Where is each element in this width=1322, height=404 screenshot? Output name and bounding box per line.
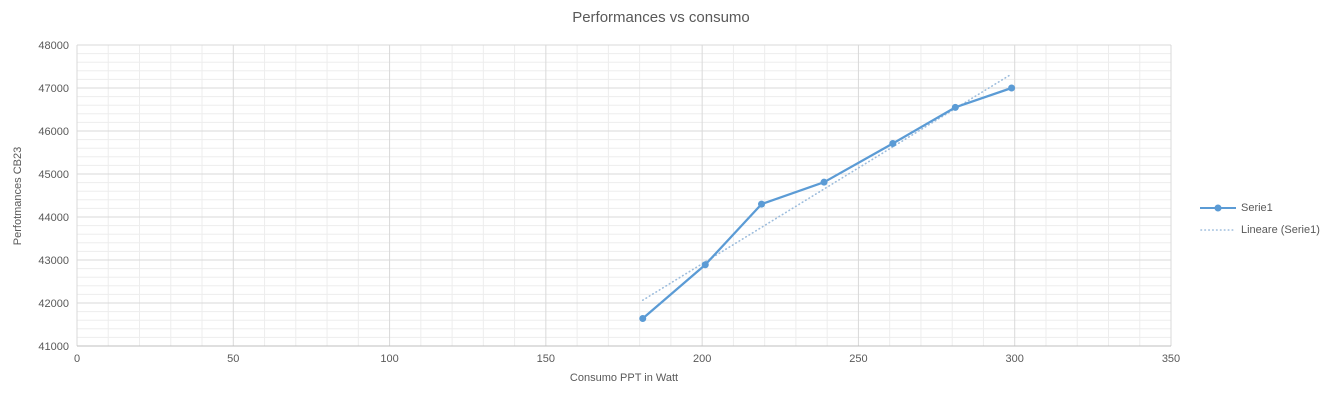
legend-dotted-line-sample-icon: [1200, 229, 1236, 231]
svg-text:47000: 47000: [38, 83, 69, 95]
chart-legend: Serie1 Lineare (Serie1): [1200, 197, 1320, 241]
svg-text:150: 150: [537, 353, 555, 365]
legend-item-serie1: Serie1: [1200, 197, 1320, 219]
svg-text:43000: 43000: [38, 255, 69, 267]
x-axis-title: Consumo PPT in Watt: [569, 372, 679, 384]
svg-text:200: 200: [693, 353, 711, 365]
svg-text:350: 350: [1162, 353, 1180, 365]
chart-title: Performances vs consumo: [572, 9, 750, 26]
y-axis-title: Perfotmances CB23: [12, 146, 24, 246]
legend-label-lineare: Lineare (Serie1): [1241, 224, 1320, 236]
svg-text:46000: 46000: [38, 126, 69, 138]
svg-text:42000: 42000: [38, 298, 69, 310]
svg-text:300: 300: [1006, 353, 1024, 365]
svg-text:41000: 41000: [38, 341, 69, 353]
svg-text:250: 250: [849, 353, 867, 365]
svg-text:100: 100: [380, 353, 398, 365]
legend-line-marker-sample-icon: [1200, 204, 1236, 212]
legend-label-serie1: Serie1: [1241, 202, 1273, 214]
svg-text:44000: 44000: [38, 212, 69, 224]
svg-text:50: 50: [227, 353, 239, 365]
legend-item-lineare: Lineare (Serie1): [1200, 219, 1320, 241]
svg-text:48000: 48000: [38, 40, 69, 52]
svg-text:45000: 45000: [38, 169, 69, 181]
svg-text:0: 0: [74, 353, 80, 365]
